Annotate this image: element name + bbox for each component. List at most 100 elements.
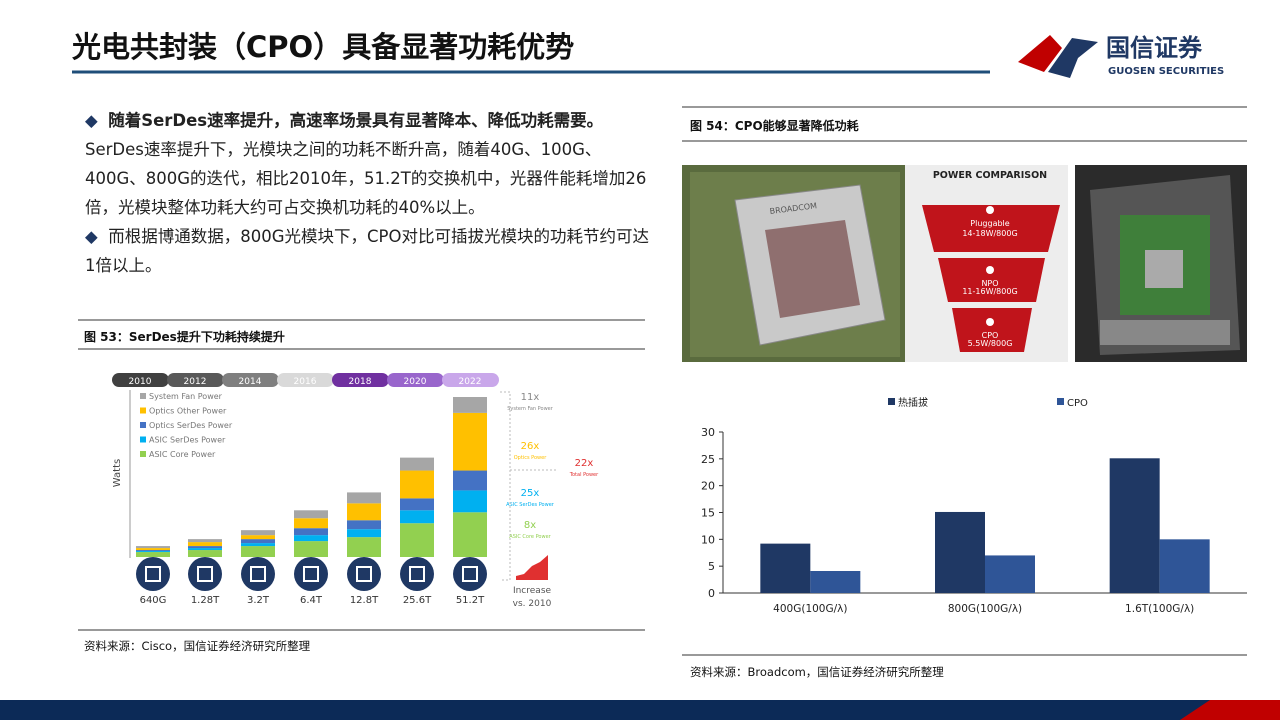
x-tick-label: 800G(100G/λ) [948,603,1022,615]
timeline-pill [112,373,169,387]
chip-icon [347,557,381,591]
chip-core [462,566,478,582]
tier-dot [986,266,994,274]
chip-icon [453,557,487,591]
y-tick-label: 25 [701,453,715,466]
bullet-text: SerDes速率提升下，光模块之间的功耗不断升高，随着40G、100G、400G… [85,140,647,217]
legend-label: System Fan Power [149,392,223,401]
timeline-pill [167,373,224,387]
tier-range: 5.5W/800G [968,339,1013,348]
y-tick-label: 0 [708,587,715,600]
y-tick-label: 15 [701,507,715,520]
bar-segment [347,529,381,538]
tier-name: NPO [981,279,998,288]
chip-icon [241,557,275,591]
bar-segment [136,548,170,551]
caption: 图 53：SerDes提升下功耗持续提升 [84,330,285,344]
tier-dot [986,206,994,214]
annotation-multiple: 22x [575,458,594,469]
bar-segment [453,512,487,557]
bar-segment [241,530,275,536]
bar-segment [188,546,222,549]
bar-segment [453,490,487,513]
annotation-label: ASIC SerDes Power [506,502,555,508]
y-label: Watts [112,459,123,487]
annotation-label: System Fan Power [507,406,554,412]
legend-label: Optics SerDes Power [149,421,233,430]
caption: 图 54：CPO能够显著降低功耗 [690,119,859,133]
server-photo [1075,165,1247,362]
bracket [500,391,558,581]
legend-label: Optics Other Power [149,407,227,416]
bullet-lead: 随着SerDes速率提升，高速率场景具有显著降本、降低功耗需要。 [108,111,604,130]
annotation-multiple: 26x [521,441,540,452]
source: 资料来源：Broadcom，国信证券经济研究所整理 [690,665,944,679]
y-tick-label: 10 [701,533,715,546]
bar-segment [136,552,170,557]
logo-en: GUOSEN SECURITIES [1108,66,1224,77]
chip-icon [136,557,170,591]
y-tick-label: 5 [708,560,715,573]
bar-segment [347,520,381,530]
bar-segment [347,503,381,521]
annotation-multiple: 11x [521,392,540,403]
tier-name: CPO [982,331,999,340]
panel-title: POWER COMPARISON [933,170,1047,181]
chip-core [303,566,319,582]
bar-segment [400,510,434,524]
bar-segment [294,518,328,529]
chip-photo: BROADCOM [682,165,905,362]
bullets: ◆ 随着SerDes速率提升，高速率场景具有显著降本、降低功耗需要。SerDes… [85,106,655,280]
bar-segment [241,543,275,547]
chip-core [250,566,266,582]
legend-swatch [140,393,146,399]
x-tick-label: 640G [140,595,167,606]
x-tick-label: 1.6T(100G/λ) [1125,603,1194,615]
bar-segment [241,535,275,540]
x-tick-label: 25.6T [403,595,432,606]
bar-segment [136,550,170,552]
bar-segment [188,550,222,557]
legend-swatch [140,451,146,457]
x-tick-label: 51.2T [456,595,485,606]
timeline-label: 2018 [349,377,372,387]
bar-segment [188,542,222,547]
bar-segment [188,539,222,543]
timeline-label: 2012 [184,377,207,387]
annotation-multiple: 8x [524,520,536,531]
bar-segment [347,537,381,557]
bar [1109,458,1160,593]
bullet: ◆ 而根据博通数据，800G光模块下，CPO对比可插拔光模块的功耗节约可达1倍以… [85,227,649,275]
chip-icon [294,557,328,591]
x-tick-label: 12.8T [350,595,379,606]
y-tick-label: 30 [701,426,715,439]
tier-dot [986,318,994,326]
bar [985,555,1035,593]
timeline-pill [277,373,334,387]
chip-icon [188,557,222,591]
tier-range: 14-18W/800G [962,229,1017,238]
bar-segment [453,397,487,413]
annotation-label: Optics Power [514,455,547,461]
bullet-text: 而根据博通数据，800G光模块下，CPO对比可插拔光模块的功耗节约可达1倍以上。 [85,227,649,275]
bar [1159,539,1210,593]
bar-segment [453,470,487,491]
legend-label: 热插拔 [898,396,928,409]
increase-sub: vs. 2010 [513,599,552,609]
annotation-multiple: 25x [521,488,540,499]
timeline-label: 2020 [404,377,427,387]
logo-cn: 国信证券 [1106,34,1203,62]
timeline-label: 2010 [129,377,152,387]
legend-swatch [140,436,146,443]
legend-swatch [888,398,895,405]
legend-swatch [140,422,146,428]
bar-segment [294,535,328,542]
bar-segment [347,492,381,504]
source: 资料来源：Cisco，国信证券经济研究所整理 [84,639,311,653]
timeline-pill [222,373,279,387]
chip-core [409,566,425,582]
x-tick-label: 3.2T [247,595,270,606]
bar [935,511,985,593]
